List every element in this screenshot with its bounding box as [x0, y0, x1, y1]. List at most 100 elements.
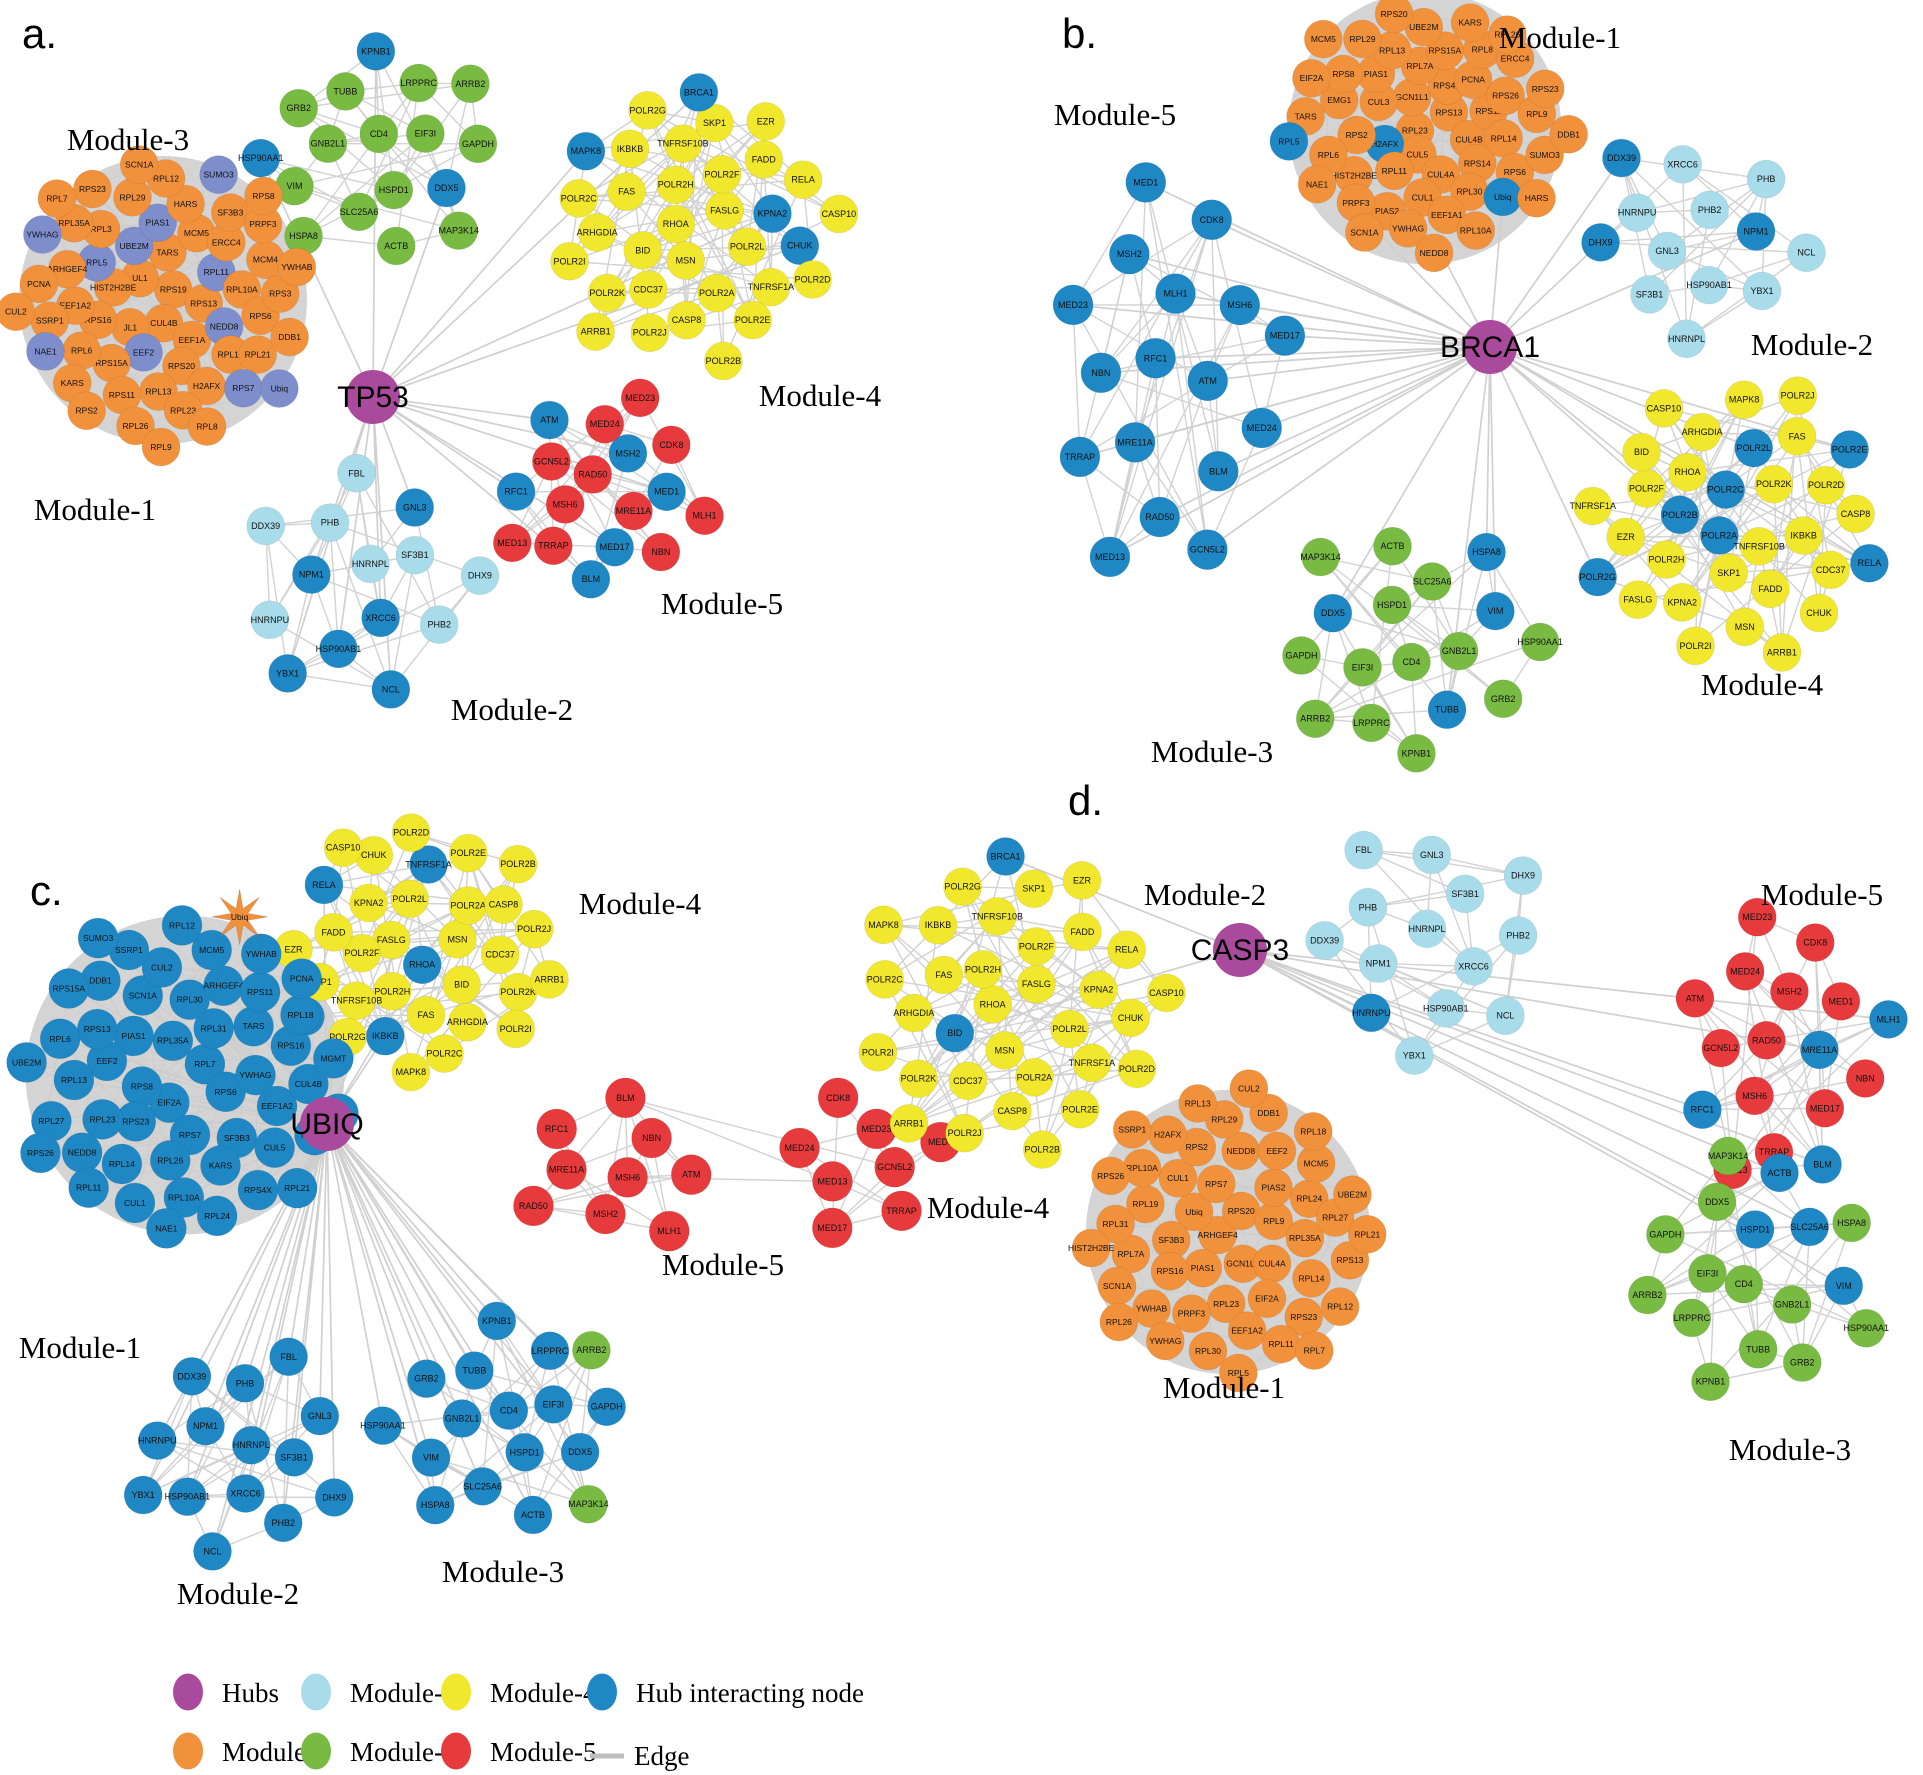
node-GCN5L2[interactable]: GCN5L2 [874, 1146, 915, 1188]
node-TNFRSF10B[interactable]: TNFRSF10B [1733, 527, 1785, 566]
node-BLM[interactable]: BLM [1198, 450, 1239, 492]
node-DDX39[interactable]: DDX39 [1305, 921, 1344, 960]
node-RPS26[interactable]: RPS26 [1486, 76, 1525, 115]
node-RPL31[interactable]: RPL31 [1096, 1204, 1135, 1244]
node-RPL13[interactable]: RPL13 [53, 1059, 95, 1101]
node-HIST2H2BE[interactable]: HIST2H2BE [1068, 1228, 1115, 1268]
node-BRCA1[interactable]: BRCA1 [986, 837, 1025, 876]
node-RPL21[interactable]: RPL21 [238, 335, 277, 374]
node-NBN[interactable]: NBN [1080, 352, 1122, 394]
node-TNFRSF1A[interactable]: TNFRSF1A [748, 267, 795, 307]
node-TNFRSF1A[interactable]: TNFRSF1A [1569, 486, 1616, 526]
node-UBE2M[interactable]: UBE2M [114, 226, 154, 266]
node-MED13[interactable]: MED13 [493, 523, 532, 563]
node-RPL29[interactable]: RPL29 [113, 177, 152, 217]
node-RPL14[interactable]: RPL14 [1292, 1259, 1331, 1298]
node-PHB[interactable]: PHB [225, 1363, 265, 1403]
node-MED24[interactable]: MED24 [1725, 952, 1765, 991]
node-HSP90AA1[interactable]: HSP90AA1 [360, 1406, 406, 1445]
node-DDX39[interactable]: DDX39 [172, 1357, 212, 1396]
node-ARHGDIA[interactable]: ARHGDIA [577, 213, 618, 252]
node-RELA[interactable]: RELA [1107, 930, 1147, 969]
node-NEDD8[interactable]: NEDD8 [61, 1132, 103, 1173]
node-MAPK8[interactable]: MAPK8 [566, 131, 606, 171]
node-XRCC6[interactable]: XRCC6 [1454, 947, 1493, 986]
node-SKP1[interactable]: SKP1 [695, 103, 734, 143]
node-BID[interactable]: BID [623, 231, 663, 270]
node-MED17[interactable]: MED17 [1805, 1088, 1845, 1128]
node-HSPD1[interactable]: HSPD1 [1735, 1210, 1775, 1249]
hub-TP53[interactable]: TP53 [337, 370, 409, 424]
node-DDX5[interactable]: DDX5 [1697, 1182, 1737, 1222]
node-POLR2F[interactable]: POLR2F [1017, 927, 1056, 966]
node-MSN[interactable]: MSN [438, 919, 477, 959]
node-YBX1[interactable]: YBX1 [268, 654, 307, 693]
node-POLR2C[interactable]: POLR2C [865, 960, 905, 999]
node-RPL10A[interactable]: RPL10A [163, 1177, 205, 1218]
node-POLR2L[interactable]: POLR2L [1734, 428, 1774, 468]
node-RHOA[interactable]: RHOA [1668, 452, 1707, 492]
node-TRRAP[interactable]: TRRAP [1059, 436, 1101, 478]
node-XRCC6[interactable]: XRCC6 [1663, 145, 1702, 184]
node-KARS[interactable]: KARS [200, 1145, 241, 1186]
node-KPNB1[interactable]: KPNB1 [1691, 1362, 1730, 1402]
node-RPL29[interactable]: RPL29 [1343, 19, 1382, 59]
node-PHB[interactable]: PHB [1746, 159, 1786, 199]
node-Ubiq[interactable]: Ubiq [211, 888, 268, 945]
node-KPNA2[interactable]: KPNA2 [753, 194, 792, 233]
node-CUL5[interactable]: CUL5 [254, 1127, 295, 1168]
node-MSN[interactable]: MSN [666, 241, 705, 280]
node-POLR2E[interactable]: POLR2E [1830, 430, 1869, 469]
node-MED1[interactable]: MED1 [1821, 982, 1861, 1021]
node-FAS[interactable]: FAS [607, 172, 646, 211]
node-CASP10[interactable]: CASP10 [1644, 389, 1684, 428]
node-CUL1[interactable]: CUL1 [1158, 1158, 1198, 1198]
node-NCL[interactable]: NCL [1486, 996, 1525, 1035]
node-POLR2C[interactable]: POLR2C [425, 1034, 464, 1073]
node-ACTB[interactable]: ACTB [513, 1495, 553, 1535]
node-RELA[interactable]: RELA [783, 160, 823, 200]
node-POLR2K[interactable]: POLR2K [1754, 464, 1794, 504]
node-RPL7[interactable]: RPL7 [184, 1043, 226, 1085]
node-ARHGEF4[interactable]: ARHGEF4 [1198, 1215, 1238, 1255]
node-NBN[interactable]: NBN [631, 1117, 672, 1159]
node-ARRB1[interactable]: ARRB1 [576, 312, 615, 351]
node-GAPDH[interactable]: GAPDH [1282, 636, 1321, 675]
node-RPL31[interactable]: RPL31 [193, 1008, 234, 1049]
node-ATM[interactable]: ATM [1675, 979, 1715, 1018]
node-KPNB1[interactable]: KPNB1 [477, 1301, 517, 1341]
node-RPS2[interactable]: RPS2 [67, 391, 106, 431]
node-RPL7[interactable]: RPL7 [1294, 1331, 1334, 1370]
node-RPL35A[interactable]: RPL35A [152, 1020, 194, 1062]
node-NBN[interactable]: NBN [641, 532, 681, 572]
node-POLR2L[interactable]: POLR2L [1050, 1009, 1089, 1049]
node-CD4[interactable]: CD4 [1392, 642, 1431, 682]
node-CDC37[interactable]: CDC37 [1811, 550, 1850, 590]
node-MLH1[interactable]: MLH1 [685, 496, 724, 536]
node-ARRB2[interactable]: ARRB2 [451, 64, 490, 104]
node-EIF3I[interactable]: EIF3I [1688, 1254, 1727, 1293]
node-FASLG[interactable]: FASLG [705, 191, 744, 230]
node-NCL[interactable]: NCL [193, 1532, 232, 1571]
node-RHOA[interactable]: RHOA [402, 945, 442, 985]
node-SLC25A6[interactable]: SLC25A6 [1790, 1207, 1829, 1247]
node-SKP1[interactable]: SKP1 [1709, 553, 1749, 593]
node-PRPF3[interactable]: PRPF3 [1172, 1294, 1211, 1333]
node-GRB2[interactable]: GRB2 [1483, 679, 1523, 719]
node-RPL24[interactable]: RPL24 [196, 1195, 238, 1237]
node-MED13[interactable]: MED13 [1089, 536, 1131, 578]
node-NAE1[interactable]: NAE1 [26, 332, 65, 371]
node-DHX9[interactable]: DHX9 [314, 1478, 354, 1517]
node-SUMO3[interactable]: SUMO3 [199, 155, 238, 194]
node-GAPDH[interactable]: GAPDH [587, 1387, 626, 1427]
node-TRRAP[interactable]: TRRAP [534, 526, 573, 566]
node-SF3B1[interactable]: SF3B1 [1630, 275, 1669, 314]
node-MAP3K14[interactable]: MAP3K14 [568, 1484, 609, 1524]
node-UBE2M[interactable]: UBE2M [1333, 1175, 1372, 1214]
node-POLR2E[interactable]: POLR2E [733, 300, 772, 340]
node-RPL35A[interactable]: RPL35A [1285, 1218, 1325, 1258]
node-RPS15A[interactable]: RPS15A [48, 968, 90, 1009]
node-MED24[interactable]: MED24 [585, 404, 625, 444]
node-ATM[interactable]: ATM [1187, 360, 1229, 402]
node-EEF1A2[interactable]: EEF1A2 [256, 1085, 298, 1127]
